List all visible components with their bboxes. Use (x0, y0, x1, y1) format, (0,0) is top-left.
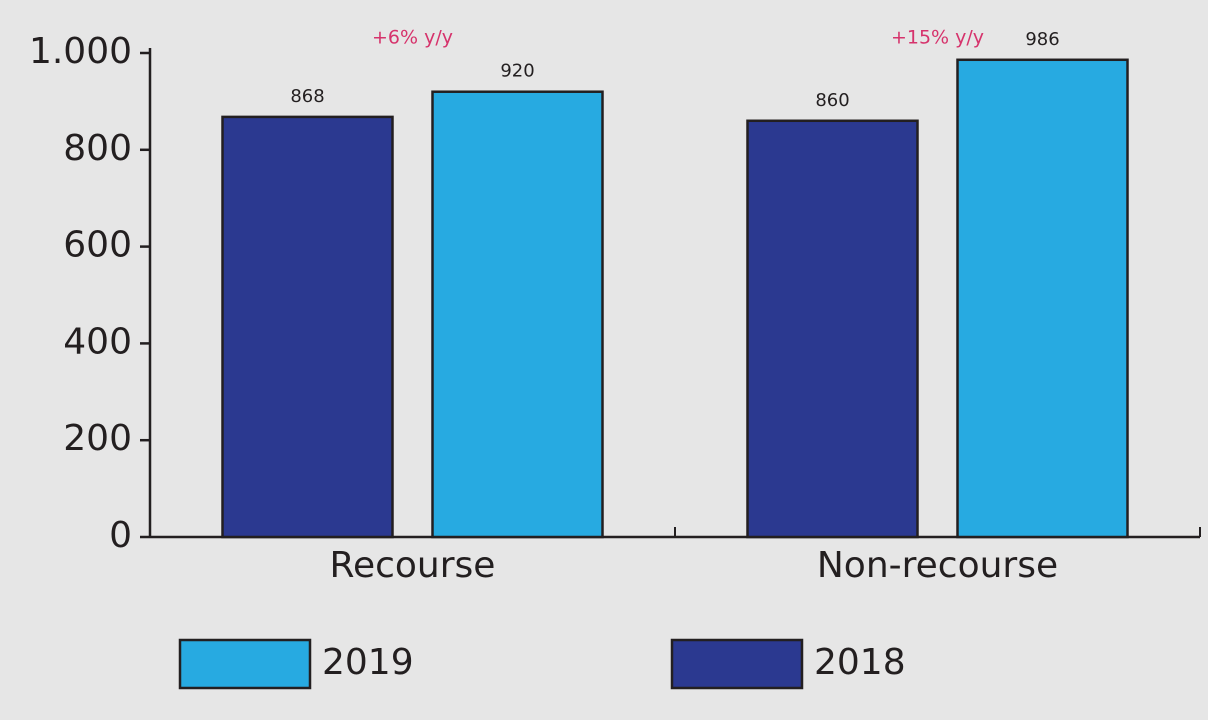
y-tick-label: 200 (63, 418, 132, 459)
legend-swatch (178, 638, 312, 690)
y-tick-label: 0 (109, 515, 132, 556)
data-label: 986 (1025, 29, 1059, 50)
annotation: +6% y/y (372, 27, 453, 49)
legend-label: 2018 (814, 642, 906, 683)
bar (956, 58, 1129, 539)
legend-label: 2019 (322, 642, 414, 683)
data-label: 868 (290, 86, 324, 107)
bar (221, 115, 394, 539)
bar (746, 119, 919, 539)
legend-swatch (670, 638, 804, 690)
y-tick-label: 800 (63, 128, 132, 169)
y-tick-label: 600 (63, 225, 132, 266)
x-tick-label: Non-recourse (817, 545, 1058, 586)
data-label: 920 (500, 61, 534, 82)
data-label: 860 (815, 90, 849, 111)
bar (431, 90, 604, 539)
x-tick-label: Recourse (330, 545, 496, 586)
y-tick-label: 400 (63, 321, 132, 362)
y-tick-label: 1.000 (29, 31, 132, 72)
annotation: +15% y/y (891, 27, 984, 49)
